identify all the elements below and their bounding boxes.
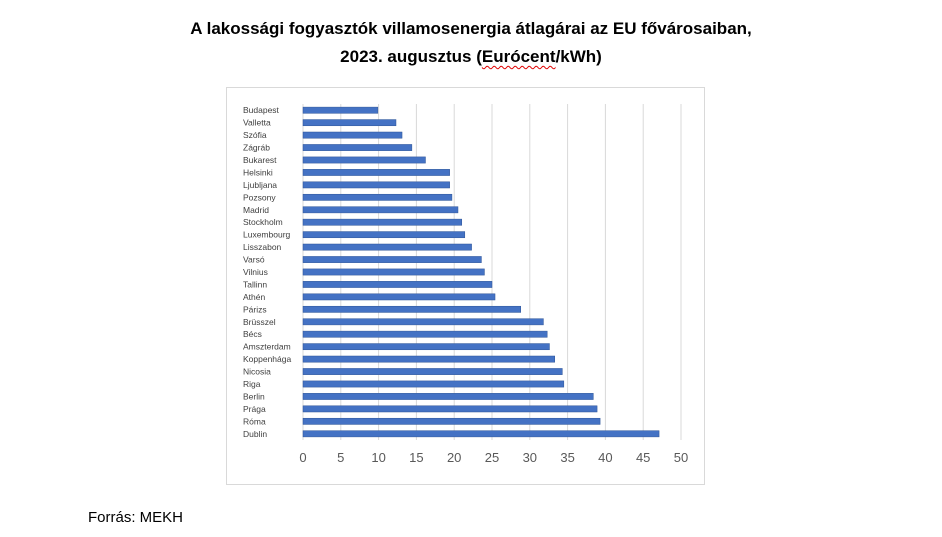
category-label: Ljubljana — [243, 180, 277, 190]
category-label: Valletta — [243, 118, 271, 128]
bar — [302, 330, 548, 338]
x-tick-label: 0 — [299, 450, 306, 465]
bar — [302, 218, 463, 226]
title-unit-suffix: /kWh) — [555, 47, 602, 66]
source-note: Forrás: MEKH — [88, 509, 184, 526]
x-tick-label: 35 — [560, 450, 574, 465]
bar — [302, 206, 459, 214]
x-tick-label: 30 — [523, 450, 537, 465]
bar — [302, 380, 565, 388]
category-label: Riga — [243, 379, 261, 389]
category-label: Varsó — [243, 255, 265, 265]
bar — [302, 293, 496, 301]
bar — [302, 231, 466, 239]
title-unit-spellcheck: Eurócent — [481, 47, 556, 66]
bar — [302, 343, 550, 351]
category-label: Luxembourg — [243, 230, 291, 240]
bar — [302, 256, 482, 263]
bar — [302, 169, 450, 176]
bar — [302, 305, 521, 313]
category-label: Stockholm — [243, 217, 283, 227]
category-label: Dublin — [243, 429, 267, 439]
chart-title-line1: A lakossági fogyasztók villamosenergia á… — [190, 19, 752, 38]
bar — [302, 181, 450, 189]
category-label: Budapest — [243, 105, 280, 115]
category-label: Athén — [243, 292, 265, 302]
bar — [302, 106, 379, 114]
category-label: Tallinn — [243, 279, 267, 289]
x-tick-label: 25 — [485, 450, 499, 465]
category-label: Lisszabon — [243, 242, 282, 252]
bar — [302, 430, 660, 438]
bar — [302, 243, 472, 251]
x-tick-label: 10 — [371, 450, 385, 465]
title-date-part: 2023. augusztus ( — [340, 47, 482, 66]
bar — [302, 268, 485, 276]
bar — [302, 405, 598, 413]
category-label: Amszterdam — [243, 342, 291, 352]
category-label: Róma — [243, 416, 266, 426]
category-label: Bécs — [243, 329, 262, 339]
category-label: Madrid — [243, 205, 269, 215]
category-label: Szófia — [243, 130, 267, 140]
x-tick-label: 50 — [674, 450, 688, 465]
category-label: Koppenhága — [243, 354, 291, 364]
category-label: Nicosia — [243, 367, 271, 377]
chart-area: 0 5 10 15 20 25 30 35 40 45 50 Budapest Valletta Szóf… — [226, 87, 705, 485]
category-label: Pozsony — [243, 192, 276, 202]
category-label: Helsinki — [243, 167, 273, 177]
x-tick-label: 45 — [636, 450, 650, 465]
category-label: Prága — [243, 404, 266, 414]
bar — [302, 318, 544, 326]
bar — [302, 368, 563, 375]
bar — [302, 417, 601, 425]
x-tick-label: 20 — [447, 450, 461, 465]
bar — [302, 131, 403, 139]
x-tick-label: 5 — [337, 450, 344, 465]
category-label: Vilnius — [243, 267, 268, 277]
bar-chart: 0 5 10 15 20 25 30 35 40 45 50 Budapest Valletta Szóf… — [243, 104, 688, 465]
x-tick-label: 15 — [409, 450, 423, 465]
category-label: Párizs — [243, 304, 267, 314]
category-label: Berlin — [243, 391, 265, 401]
bar — [302, 144, 413, 151]
category-label: Bukarest — [243, 155, 277, 165]
bar — [302, 156, 426, 164]
bar — [302, 193, 453, 201]
category-label: Zágráb — [243, 143, 270, 153]
bar — [302, 393, 594, 400]
bar — [302, 119, 397, 127]
chart-title-line2: 2023. augusztus (Eurócent/kWh) — [0, 42, 942, 72]
bar — [302, 281, 493, 288]
x-tick-label: 40 — [598, 450, 612, 465]
category-label: Brüsszel — [243, 317, 276, 327]
bar — [302, 355, 555, 363]
